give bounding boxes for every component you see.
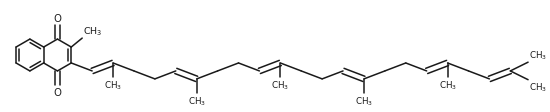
Text: O: O: [53, 14, 62, 24]
Text: CH$_3$: CH$_3$: [104, 79, 122, 92]
Text: CH$_3$: CH$_3$: [188, 95, 206, 107]
Text: CH$_3$: CH$_3$: [83, 25, 103, 38]
Text: CH$_3$: CH$_3$: [438, 79, 456, 92]
Text: O: O: [53, 87, 62, 97]
Text: CH$_3$: CH$_3$: [271, 79, 289, 92]
Text: CH$_3$: CH$_3$: [529, 49, 547, 62]
Text: CH$_3$: CH$_3$: [355, 95, 373, 107]
Text: CH$_3$: CH$_3$: [529, 81, 547, 93]
